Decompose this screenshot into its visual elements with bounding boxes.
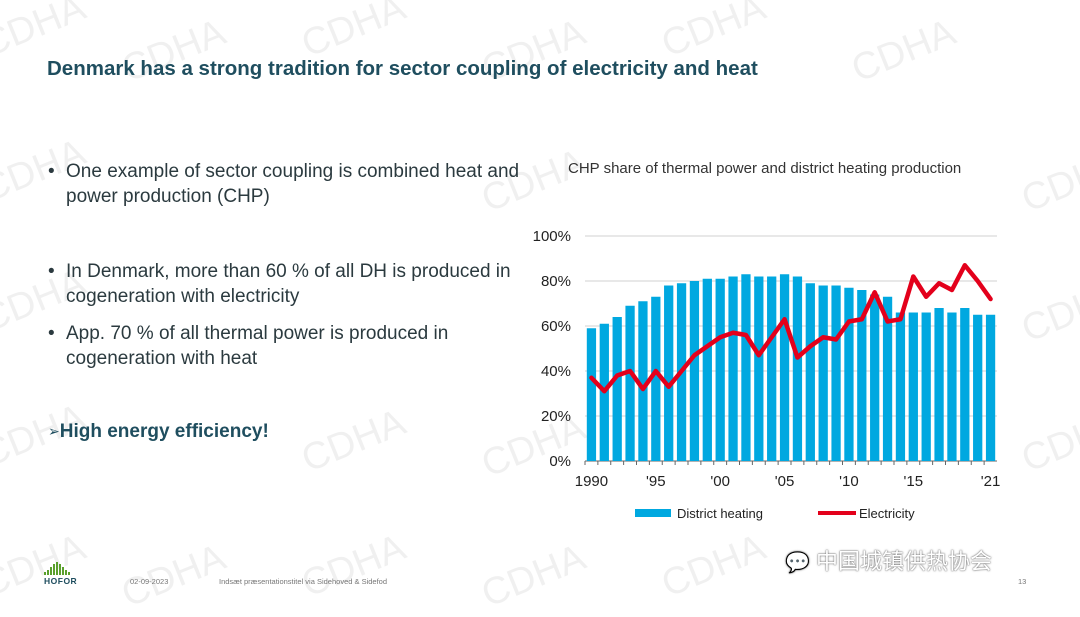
chp-share-chart: 0% 20% 40% 60% 80% 100% 1990 '95 '00 '05 '10 '15 '21… [533,228,1001,521]
bar-district-heating [985,314,996,461]
bullet-marker: • [48,261,55,282]
footer-date: 02-09-2023 [130,577,169,586]
x-tick-label: '95 [646,473,666,490]
bar-district-heating [882,296,893,461]
wechat-label: 中国城镇供热协会 [816,549,993,574]
bar-district-heating [728,276,738,461]
y-tick-label: 100% [533,228,571,245]
bar-district-heating [895,312,906,461]
y-tick-label: 80% [541,273,571,290]
hofor-logo-icon [44,562,70,575]
watermark: CDHA [475,536,592,616]
bar-district-heating [947,312,957,461]
bar-district-heating [805,283,815,461]
wechat-watermark: 💬 中国城镇供热协会 [785,544,992,576]
watermark: CDHA [655,526,772,606]
bar-district-heating [779,274,790,461]
bar-district-heating [741,274,751,461]
bullet-text: One example of sector coupling is combin… [66,161,520,207]
footer-text: Indsæt præsentationstitel via Sidehoved … [219,577,388,586]
bar-district-heating [844,287,854,461]
bar-district-heating [792,276,803,461]
watermark: CDHA [1015,141,1080,221]
x-tick-label: '10 [839,473,859,490]
bullet-text: App. 70 % of all thermal power is produc… [66,323,449,369]
bar-district-heating [857,290,867,461]
bar-district-heating [689,281,700,461]
bar-district-heating [586,328,597,461]
wechat-icon: 💬 [785,552,810,574]
watermark: CDHA [295,526,412,606]
bullet-item: • One example of sector coupling is comb… [48,160,521,209]
watermark: CDHA [1015,401,1080,481]
bullet-marker: • [48,161,55,182]
y-tick-label: 40% [541,363,571,380]
bar-district-heating [973,314,983,461]
arrow-bullet-icon: ➢ [48,423,60,439]
chart-title: CHP share of thermal power and district … [568,160,962,177]
x-tick-label: '00 [710,473,730,490]
legend-label-electricity: Electricity [859,506,915,521]
slide-title: Denmark has a strong tradition for secto… [47,57,758,80]
bar-district-heating [651,296,661,461]
logo-text: HOFOR [44,576,78,586]
bar-district-heating [754,276,764,461]
x-tick-label: '05 [775,473,795,490]
watermark: CDHA [845,11,962,91]
bar-district-heating [625,305,635,461]
x-tick-label: '15 [904,473,924,490]
bullet-item: • App. 70 % of all thermal power is prod… [48,322,521,371]
x-tick-label: 1990 [575,473,608,490]
bar-district-heating [870,294,880,461]
emphasis-text: High energy efficiency! [59,421,269,442]
legend-label-district-heating: District heating [677,506,763,521]
bar-district-heating [818,285,828,461]
bullet-marker: • [48,323,55,344]
legend-swatch-district-heating [635,509,671,517]
bar-district-heating [702,278,712,461]
emphasis-line: ➢High energy efficiency! [48,421,269,443]
watermark: CDHA [1015,271,1080,351]
bar-district-heating [715,278,725,461]
x-tick-label: '21 [981,473,1001,490]
y-tick-label: 20% [541,408,571,425]
bar-district-heating [638,301,648,461]
bar-district-heating [612,317,622,461]
bar-district-heating [960,308,970,461]
y-tick-label: 60% [541,318,571,335]
bar-district-heating [767,276,777,461]
bar-district-heating [664,285,674,461]
bar-district-heating [934,308,944,461]
bullet-item: • In Denmark, more than 60 % of all DH i… [48,260,521,309]
bar-district-heating [921,312,931,461]
bar-district-heating [831,285,841,461]
line-electricity [589,263,993,394]
bullet-text: In Denmark, more than 60 % of all DH is … [66,261,511,307]
y-tick-label: 0% [549,453,571,470]
page-number: 13 [1018,577,1027,586]
watermark: CDHA [295,401,412,481]
bar-district-heating [908,312,918,461]
